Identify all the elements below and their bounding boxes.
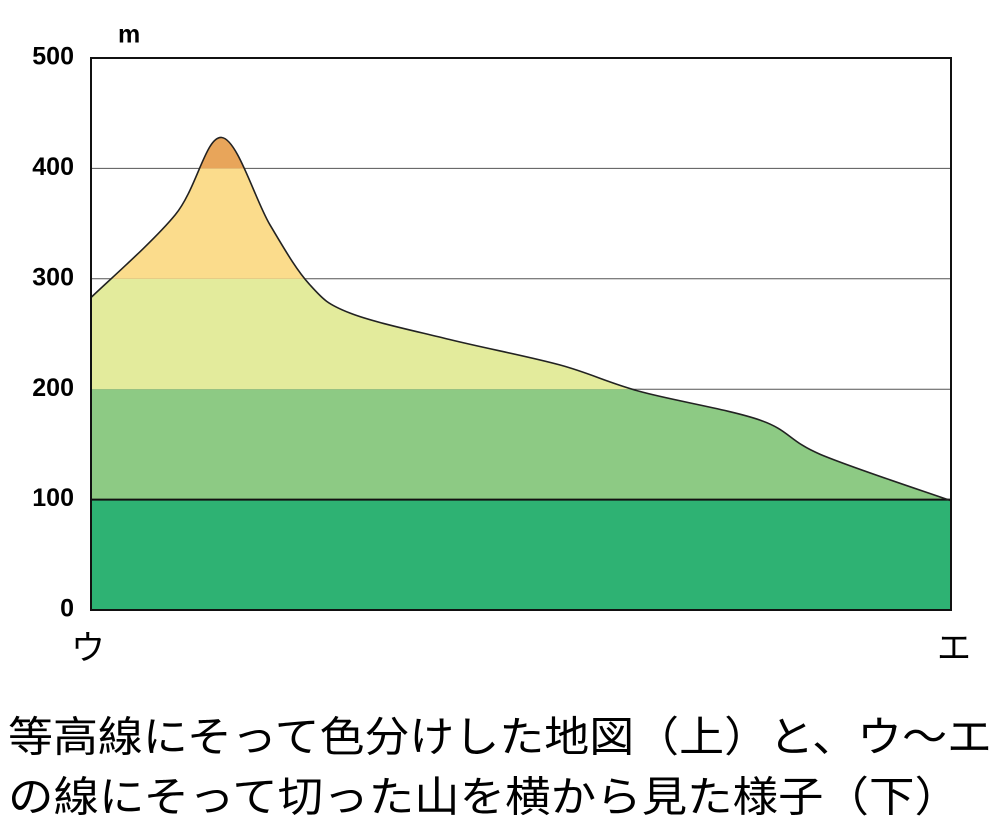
y-tick-label: 300	[32, 263, 74, 291]
y-tick-label: 100	[32, 484, 74, 512]
y-tick-label: 0	[60, 595, 74, 623]
plot-frame	[90, 57, 952, 611]
caption-line: 等高線にそって色分けした地図（上）と、ウ〜エ	[8, 713, 992, 762]
profile-line	[90, 136, 952, 502]
caption-line: の線にそって切った山を横から見た様子（下）	[8, 773, 960, 822]
x-start-label: ウ	[71, 629, 105, 669]
x-end-label: エ	[937, 629, 971, 669]
y-tick-label: 200	[32, 374, 74, 402]
elevation-band	[91, 278, 951, 390]
y-tick-label: 400	[32, 153, 74, 181]
elevation-band	[91, 168, 951, 279]
y-unit: m	[118, 21, 140, 49]
elevation-band	[91, 389, 951, 500]
elevation-band	[91, 137, 951, 169]
y-tick-label: 500	[32, 43, 74, 71]
elevation-band	[91, 499, 951, 610]
